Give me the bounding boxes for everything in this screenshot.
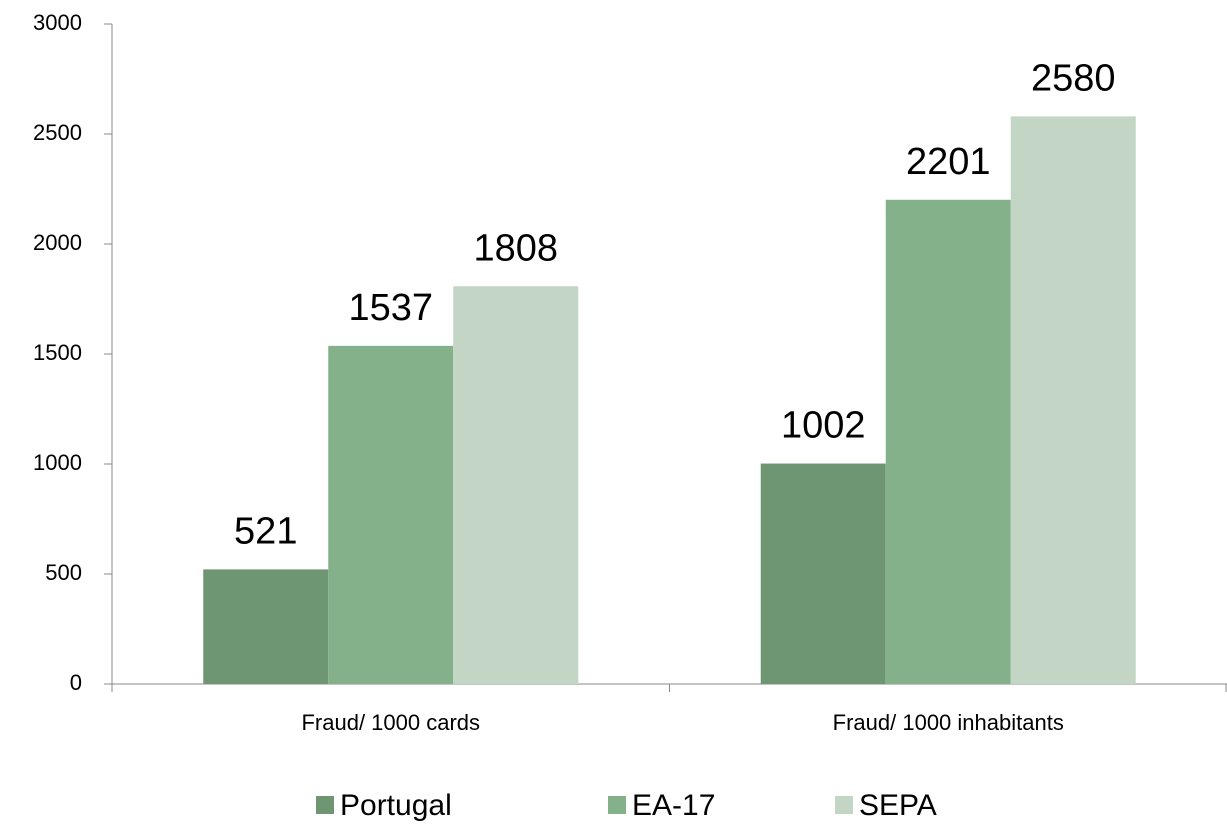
value-label: 2580 — [1031, 57, 1116, 99]
bar — [1010, 116, 1136, 684]
bar — [203, 569, 329, 684]
bar — [760, 463, 886, 684]
value-label: 2201 — [906, 141, 991, 183]
legend-label: Portugal — [340, 789, 452, 822]
bar — [328, 345, 454, 684]
y-tick-label: 500 — [45, 560, 82, 585]
legend-swatch — [608, 796, 626, 814]
y-tick-label: 0 — [70, 670, 82, 695]
legend-label: EA-17 — [632, 789, 715, 822]
y-tick-label: 1000 — [33, 450, 82, 475]
bar — [885, 199, 1011, 684]
value-label: 1002 — [781, 405, 866, 447]
value-label: 1808 — [473, 227, 558, 269]
x-tick-label: Fraud/ 1000 inhabitants — [833, 710, 1064, 735]
legend-swatch — [316, 796, 334, 814]
x-tick-label: Fraud/ 1000 cards — [301, 710, 480, 735]
value-label: 521 — [234, 510, 297, 552]
y-tick-label: 2000 — [33, 230, 82, 255]
y-tick-label: 2500 — [33, 120, 82, 145]
legend-swatch — [835, 796, 853, 814]
y-tick-label: 1500 — [33, 340, 82, 365]
y-tick-label: 3000 — [33, 10, 82, 35]
legend-label: SEPA — [859, 789, 937, 822]
bar — [453, 286, 579, 684]
value-label: 1537 — [348, 287, 433, 329]
